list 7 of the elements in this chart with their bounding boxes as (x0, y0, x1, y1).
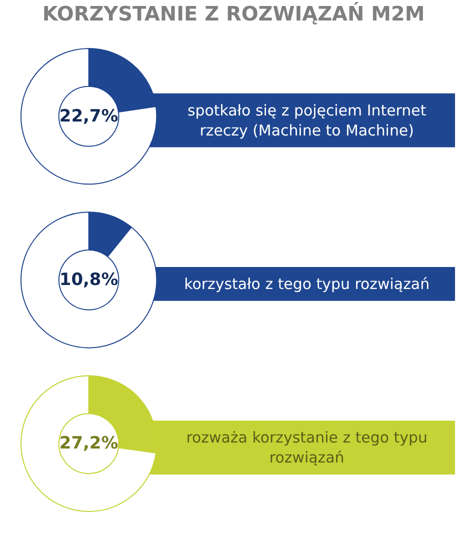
text: KORZYSTANIE Z ROZWIĄZAŃ M2M (42, 2, 425, 26)
text: rozważa korzystanie z tego typu rozwiązań (186, 428, 428, 467)
data-label: 22,7% (59, 105, 118, 126)
data-label: 10,8% (59, 268, 118, 289)
text: korzystało z tego typu rozwiązań (184, 274, 430, 293)
data-label: 27,2% (59, 432, 118, 453)
text: spotkało się z pojęciem Internet rzeczy (Machine to Machine) (187, 101, 426, 140)
